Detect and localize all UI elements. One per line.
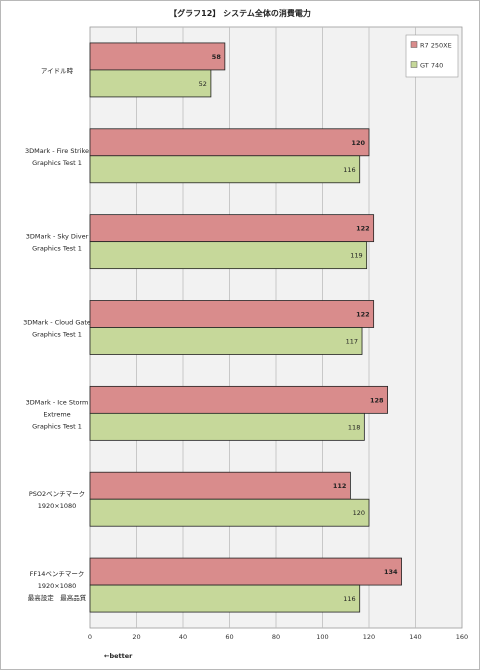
bar (89, 241, 368, 270)
category-label: 最高設定 最高品質 (28, 593, 87, 602)
bar (89, 471, 351, 500)
bar (89, 214, 375, 243)
bar (89, 412, 365, 441)
bar (89, 385, 389, 414)
category-label: Graphics Test 1 (32, 245, 82, 253)
data-label: 120 (353, 509, 365, 517)
chart-title: 【グラフ12】 システム全体の消費電力 (169, 9, 311, 18)
x-tick-label: 100 (316, 633, 328, 641)
legend-swatch (410, 41, 418, 48)
category-label: 3DMark - Cloud Gate (23, 319, 91, 327)
data-label: 122 (356, 311, 370, 319)
x-tick-label: 60 (225, 633, 233, 641)
data-label: 122 (356, 225, 370, 233)
bar (89, 584, 361, 613)
x-tick-label: 140 (409, 633, 421, 641)
bar (89, 155, 361, 184)
data-label: 117 (346, 338, 358, 346)
x-tick-label: 80 (272, 633, 280, 641)
category-label: 3DMark - Ice Storm (26, 398, 89, 406)
bar (89, 498, 370, 527)
x-tick-label: 120 (363, 633, 375, 641)
data-label: 58 (212, 53, 222, 61)
bar (89, 300, 375, 328)
category-label: Extreme (43, 410, 70, 418)
bar (89, 557, 402, 586)
data-label: 52 (199, 80, 207, 88)
category-label: Graphics Test 1 (32, 331, 82, 339)
data-label: 120 (351, 139, 365, 147)
x-tick-label: 0 (88, 633, 92, 641)
category-label: FF14ベンチマーク (30, 570, 85, 578)
bar (89, 42, 226, 71)
category-label: 1920×1080 (38, 582, 77, 590)
category-label: 3DMark - Sky Diver (26, 233, 89, 241)
data-label: 116 (343, 595, 355, 603)
x-axis-label: ←better (104, 652, 133, 660)
legend-label: GT 740 (420, 61, 443, 69)
data-label: 112 (333, 482, 347, 490)
category-label: アイドル時 (41, 67, 74, 75)
category-label: Graphics Test 1 (32, 159, 82, 167)
data-label: 116 (343, 166, 355, 174)
legend-label: R7 250XE (420, 41, 452, 49)
data-label: 128 (370, 396, 384, 404)
data-label: 119 (350, 252, 362, 260)
data-label: 118 (348, 423, 360, 431)
category-label: 3DMark - Fire Strike (25, 147, 89, 155)
x-tick-label: 20 (132, 633, 140, 641)
bar (89, 69, 212, 98)
bar (89, 327, 363, 355)
category-label: 1920×1080 (38, 502, 77, 510)
category-label: Graphics Test 1 (32, 422, 82, 430)
x-tick-label: 40 (179, 633, 187, 641)
legend-swatch (410, 61, 418, 68)
x-tick-label: 160 (456, 633, 468, 641)
bar (89, 128, 370, 157)
data-label: 134 (384, 568, 398, 576)
category-label: PSO2ベンチマーク (29, 490, 85, 498)
